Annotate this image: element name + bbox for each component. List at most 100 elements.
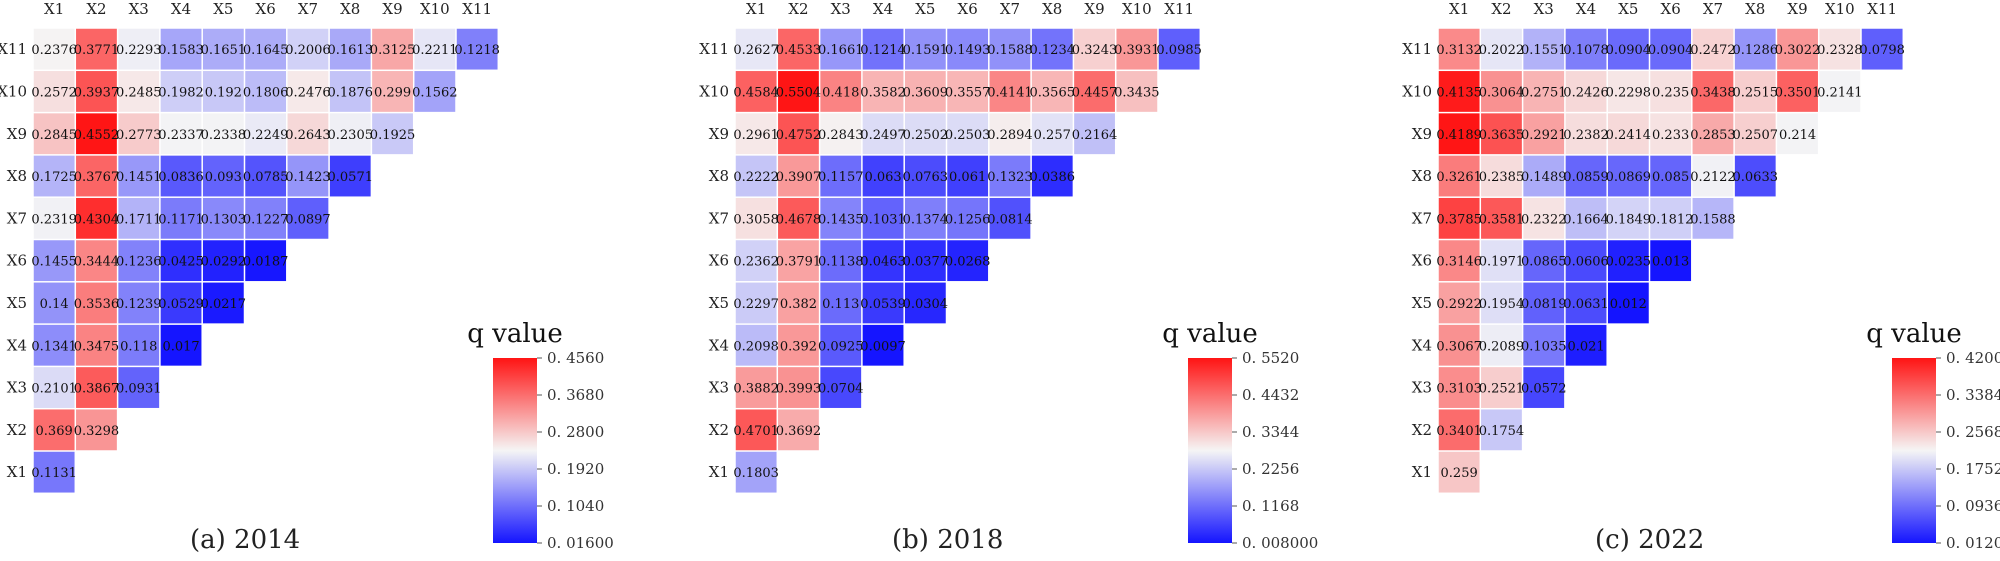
cell-value-label: 0.3931	[1114, 43, 1160, 58]
legend-colorbar	[493, 358, 537, 543]
cell-value-label: 0.2101	[31, 382, 77, 397]
cell-value-label: 0.0904	[1648, 43, 1694, 58]
heatmap-cell	[1523, 324, 1565, 366]
cell-value-label: 0.0571	[328, 170, 374, 185]
cell-value-label: 0.1171	[158, 212, 204, 227]
heatmap-cell	[1031, 113, 1073, 155]
cell-value-label: 0.2961	[733, 128, 779, 143]
heatmap-cell	[33, 197, 75, 239]
heatmap-cell	[735, 409, 777, 451]
column-label: X2	[86, 0, 106, 18]
heatmap-cell	[33, 324, 75, 366]
cell-value-label: 0.1031	[860, 212, 906, 227]
row-label: X9	[709, 125, 729, 143]
heatmap-cell	[904, 71, 946, 112]
cell-value-label: 0.1078	[1563, 43, 1609, 58]
row-label: X8	[1412, 167, 1432, 185]
cell-value-label: 0.2773	[116, 128, 162, 143]
heatmap-cell	[245, 197, 287, 239]
row-label: X10	[699, 82, 729, 100]
cell-value-label: 0.1374	[903, 212, 949, 227]
heatmap-cell	[160, 282, 202, 324]
heatmap-cell	[820, 240, 862, 282]
cell-value-label: 0.1664	[1563, 212, 1609, 227]
cell-value-label: 0.0463	[860, 255, 906, 270]
column-label: X1	[746, 0, 766, 18]
heatmap-cell	[735, 197, 777, 239]
heatmap-cell	[1692, 197, 1734, 239]
legend-colorbar	[1188, 358, 1232, 543]
heatmap-cell	[862, 28, 904, 70]
heatmap-cell	[904, 113, 946, 155]
cell-value-label: 0.3767	[74, 170, 120, 185]
heatmap-cell	[1523, 240, 1565, 282]
cell-value-label: 0.1239	[116, 297, 162, 312]
cell-value-label: 0.2022	[1479, 43, 1525, 58]
cell-value-label: 0.0292	[201, 255, 247, 270]
cell-value-label: 0.2222	[733, 170, 779, 185]
heatmap-cell	[1692, 113, 1734, 155]
column-label: X10	[420, 0, 450, 18]
cell-value-label: 0.2572	[31, 85, 77, 100]
heatmap-cell	[989, 71, 1031, 112]
column-label: X8	[1042, 0, 1062, 18]
heatmap-cell	[1650, 71, 1692, 112]
heatmap-cell	[778, 324, 819, 366]
cell-value-label: 0.1138	[818, 255, 864, 270]
heatmap-cell	[1734, 28, 1776, 70]
cell-value-label: 0.5504	[776, 85, 822, 100]
cell-value-label: 0.013	[1652, 255, 1689, 270]
heatmap-cell	[1481, 367, 1522, 408]
cell-value-label: 0.1876	[328, 85, 374, 100]
cell-value-label: 0.0377	[903, 255, 949, 270]
heatmap-cell	[202, 197, 244, 239]
heatmap-cell	[1607, 197, 1649, 239]
heatmap-cell	[820, 282, 862, 324]
heatmap-cell	[1734, 155, 1776, 197]
heatmap-cell	[1607, 71, 1649, 112]
cell-value-label: 0.4189	[1436, 128, 1482, 143]
heatmap-cell	[1777, 113, 1818, 155]
heatmap-cell	[118, 282, 160, 324]
cell-value-label: 0.2853	[1690, 128, 1736, 143]
row-label: X10	[0, 82, 27, 100]
heatmap-cell	[118, 71, 160, 112]
cell-value-label: 0.1806	[243, 85, 289, 100]
legend-tick-label: 0. 1920	[547, 460, 604, 478]
cell-value-label: 0.0931	[116, 382, 162, 397]
cell-value-label: 0.3064	[1479, 85, 1525, 100]
heatmap-cell	[1523, 113, 1565, 155]
cell-value-label: 0.2894	[987, 128, 1033, 143]
cell-value-label: 0.3058	[733, 212, 779, 227]
heatmap-cell	[1438, 240, 1480, 282]
row-label: X5	[7, 294, 27, 312]
heatmap-cell	[287, 113, 329, 155]
heatmap-cell	[989, 113, 1031, 155]
cell-value-label: 0.1227	[243, 212, 289, 227]
heatmap-cell	[778, 28, 819, 70]
cell-value-label: 0.2515	[1733, 85, 1779, 100]
cell-value-label: 0.3785	[1436, 212, 1482, 227]
cell-value-label: 0.1214	[860, 43, 906, 58]
cell-value-label: 0.3609	[903, 85, 949, 100]
heatmap-cell	[778, 409, 819, 451]
cell-value-label: 0.113	[822, 297, 859, 312]
heatmap-cell	[1734, 113, 1776, 155]
heatmap-cell	[33, 240, 75, 282]
cell-value-label: 0.1234	[1030, 43, 1076, 58]
cell-value-label: 0.1803	[733, 466, 779, 481]
cell-value-label: 0.214	[1779, 128, 1816, 143]
cell-value-label: 0.3557	[945, 85, 991, 100]
cell-value-label: 0.0798	[1859, 43, 1905, 58]
heatmap-cell	[1074, 28, 1115, 70]
heatmap-cell	[1565, 240, 1607, 282]
row-label: X6	[709, 252, 729, 270]
cell-value-label: 0.0904	[1606, 43, 1652, 58]
heatmap-cell	[1650, 28, 1692, 70]
row-label: X8	[7, 167, 27, 185]
heatmap-cell	[1481, 155, 1522, 197]
cell-value-label: 0.3635	[1479, 128, 1525, 143]
cell-value-label: 0.3103	[1436, 382, 1482, 397]
heatmap-cell	[947, 113, 989, 155]
